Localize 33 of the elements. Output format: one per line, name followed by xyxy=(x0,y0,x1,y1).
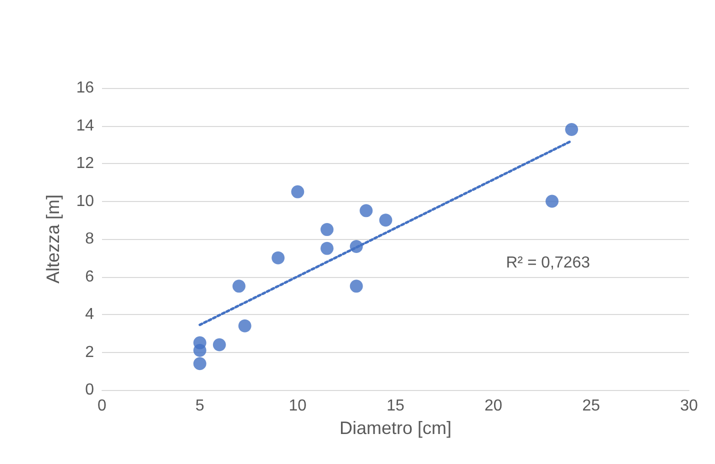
x-tick-label: 10 xyxy=(288,398,307,414)
y-tick-label: 10 xyxy=(76,192,94,210)
point xyxy=(546,194,559,208)
y-tick-label: 12 xyxy=(76,155,94,172)
point xyxy=(379,214,392,227)
point xyxy=(360,204,373,218)
point xyxy=(193,357,206,370)
x-tick-label: 5 xyxy=(195,398,204,414)
point xyxy=(232,280,246,293)
point xyxy=(193,336,206,350)
point xyxy=(272,251,285,264)
point xyxy=(238,319,252,332)
point xyxy=(320,223,334,236)
y-tick-label: 2 xyxy=(85,344,94,361)
y-axis-title: Altezza [m] xyxy=(43,194,63,284)
y-tick-label: 14 xyxy=(76,117,94,134)
x-tick-label: 0 xyxy=(98,398,107,414)
point xyxy=(565,123,578,136)
annotation: R² = 0,7263 xyxy=(506,254,590,272)
y-tick-label: 8 xyxy=(85,230,94,248)
x-tick-label: 30 xyxy=(680,398,698,414)
point xyxy=(212,338,226,352)
point xyxy=(291,185,304,198)
x-tick-label: 15 xyxy=(386,398,404,414)
y-tick-label: 6 xyxy=(85,268,94,286)
point xyxy=(320,242,334,255)
point xyxy=(350,280,363,293)
y-tick-label: 16 xyxy=(76,80,94,96)
y-tick-label: 0 xyxy=(85,382,94,398)
y-tick-label: 4 xyxy=(85,306,94,323)
x-tick-label: 25 xyxy=(582,398,600,414)
x-axis-title: Diametro [cm] xyxy=(339,418,452,438)
x-tick-label: 20 xyxy=(484,398,502,414)
